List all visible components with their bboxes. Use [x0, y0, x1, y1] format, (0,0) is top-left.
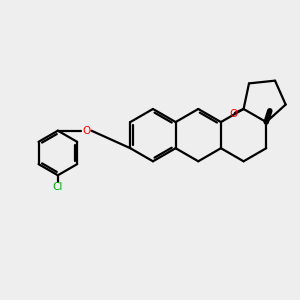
Text: Cl: Cl: [53, 182, 63, 192]
Text: O: O: [229, 109, 237, 118]
Text: O: O: [82, 126, 90, 136]
